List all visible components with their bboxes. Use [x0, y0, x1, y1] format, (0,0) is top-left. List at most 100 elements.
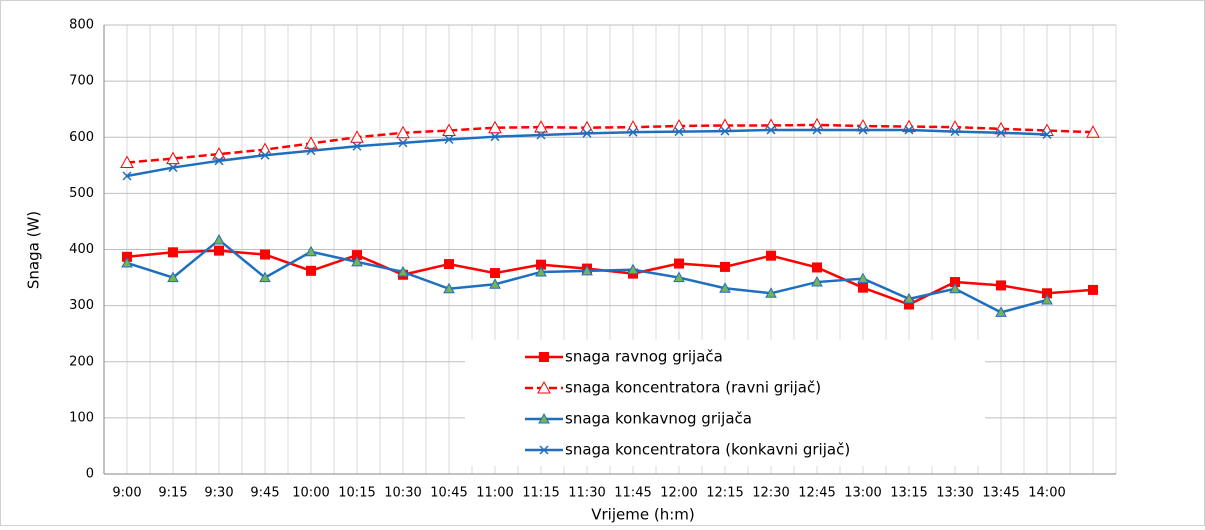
marker — [812, 125, 822, 135]
x-axis-label: Vrijeme (h:m) — [591, 506, 694, 524]
marker — [719, 282, 731, 293]
legend-box — [465, 340, 985, 466]
marker — [214, 156, 224, 166]
marker — [950, 127, 960, 137]
marker — [534, 120, 548, 133]
marker — [260, 150, 270, 160]
marker — [398, 138, 408, 148]
marker — [766, 250, 776, 261]
x-tick-label: 12:00 — [660, 486, 697, 501]
x-tick-label: 9:45 — [250, 486, 279, 501]
marker — [811, 276, 823, 287]
marker — [903, 292, 915, 304]
x-tick-label: 10:45 — [430, 486, 467, 501]
y-tick-label: 100 — [69, 410, 94, 425]
x-tick-label: 10:15 — [338, 486, 375, 501]
marker — [1086, 125, 1100, 138]
x-tick-label: 12:45 — [798, 486, 835, 501]
marker — [396, 125, 410, 139]
y-tick-label: 700 — [69, 74, 94, 89]
x-tick-label: 13:15 — [890, 486, 927, 501]
marker — [538, 412, 550, 424]
y-tick-label: 800 — [69, 18, 94, 33]
x-tick-label: 12:30 — [752, 486, 789, 501]
marker — [351, 255, 363, 267]
legend-label: snaga koncentratora (ravni grijač) — [565, 379, 821, 397]
marker — [122, 171, 132, 181]
marker — [858, 282, 868, 293]
x-tick-label: 9:00 — [112, 486, 141, 501]
marker — [996, 128, 1006, 138]
marker — [444, 259, 454, 270]
marker — [490, 132, 500, 142]
marker — [950, 277, 960, 288]
marker — [858, 125, 868, 135]
marker — [537, 380, 551, 394]
marker — [720, 126, 730, 136]
y-tick-label: 0 — [86, 467, 94, 482]
marker — [539, 445, 549, 455]
marker — [812, 262, 822, 273]
marker — [260, 249, 270, 260]
marker — [720, 261, 730, 272]
marker — [397, 265, 409, 277]
marker — [1042, 129, 1052, 139]
x-tick-label: 10:30 — [384, 486, 421, 501]
legend-label: snaga koncentratora (konkavni grijač) — [565, 441, 850, 459]
marker — [443, 282, 455, 294]
marker — [857, 272, 869, 284]
marker — [488, 120, 502, 134]
legend-label: snaga ravnog grijača — [565, 348, 723, 366]
marker — [582, 128, 592, 138]
marker — [489, 278, 501, 289]
marker — [444, 134, 454, 145]
marker — [995, 306, 1007, 317]
y-tick-label: 500 — [69, 186, 94, 201]
x-tick-label: 10:00 — [292, 486, 329, 501]
marker — [539, 352, 549, 362]
x-tick-label: 11:45 — [614, 486, 651, 501]
marker — [949, 282, 961, 294]
marker — [168, 163, 178, 173]
marker — [1042, 288, 1052, 299]
marker — [305, 245, 317, 257]
marker — [766, 125, 776, 135]
marker — [352, 141, 362, 151]
marker — [352, 250, 362, 261]
marker — [214, 245, 224, 256]
marker — [536, 259, 546, 270]
legend-label: snaga konkavnog grijača — [565, 410, 752, 428]
marker — [904, 299, 914, 310]
marker — [304, 136, 318, 149]
marker — [212, 147, 226, 160]
marker — [627, 263, 639, 275]
marker — [168, 247, 178, 258]
marker — [673, 271, 685, 283]
marker — [674, 127, 684, 137]
marker — [536, 130, 546, 140]
marker — [1040, 123, 1054, 137]
marker — [121, 256, 133, 268]
marker — [306, 265, 316, 276]
marker — [1041, 293, 1053, 305]
marker — [765, 287, 777, 298]
marker — [167, 271, 179, 283]
x-tick-label: 13:30 — [936, 486, 973, 501]
marker — [213, 233, 225, 245]
marker — [120, 155, 134, 169]
marker — [535, 265, 547, 277]
marker — [259, 271, 271, 283]
marker — [1088, 284, 1098, 295]
x-tick-label: 9:15 — [158, 486, 187, 501]
x-tick-label: 11:15 — [522, 486, 559, 501]
marker — [166, 151, 180, 165]
x-tick-label: 11:30 — [568, 486, 605, 501]
marker — [122, 251, 132, 262]
marker — [581, 264, 593, 276]
marker — [350, 130, 364, 143]
y-tick-label: 600 — [69, 130, 94, 145]
series-line — [126, 123, 1094, 164]
marker — [904, 125, 914, 135]
x-tick-label: 11:00 — [476, 486, 513, 501]
